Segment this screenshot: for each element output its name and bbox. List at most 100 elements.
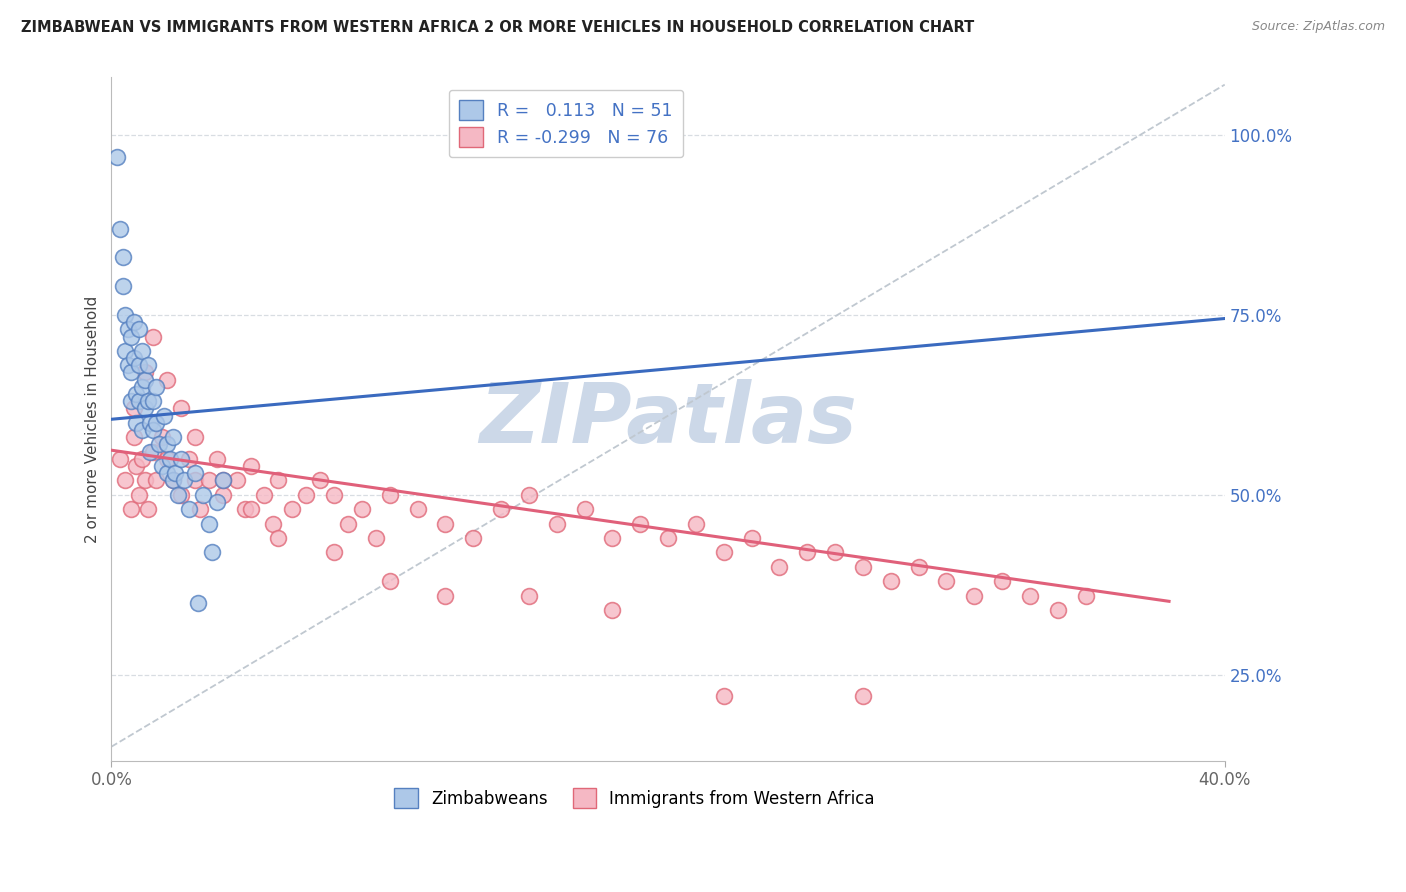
Point	[122, 430, 145, 444]
Point	[574, 502, 596, 516]
Point	[205, 451, 228, 466]
Point	[170, 488, 193, 502]
Point	[267, 531, 290, 545]
Point	[145, 474, 167, 488]
Text: ZIMBABWEAN VS IMMIGRANTS FROM WESTERN AFRICA 2 OR MORE VEHICLES IN HOUSEHOLD COR: ZIMBABWEAN VS IMMIGRANTS FROM WESTERN AF…	[21, 20, 974, 35]
Point	[156, 451, 179, 466]
Point	[162, 474, 184, 488]
Point	[173, 474, 195, 488]
Point	[105, 150, 128, 164]
Point	[134, 373, 156, 387]
Point	[295, 488, 318, 502]
Point	[546, 516, 568, 531]
Point	[517, 488, 540, 502]
Point	[852, 690, 875, 704]
Point	[148, 437, 170, 451]
Point	[128, 322, 150, 336]
Point	[991, 574, 1014, 589]
Point	[117, 322, 139, 336]
Point	[253, 488, 276, 502]
Point	[281, 502, 304, 516]
Point	[350, 502, 373, 516]
Point	[131, 343, 153, 358]
Point	[378, 574, 401, 589]
Point	[156, 437, 179, 451]
Point	[179, 451, 201, 466]
Point	[602, 531, 624, 545]
Point	[880, 574, 903, 589]
Point	[193, 488, 215, 502]
Point	[434, 516, 457, 531]
Point	[935, 574, 957, 589]
Point	[713, 545, 735, 559]
Point	[198, 516, 221, 531]
Point	[136, 359, 159, 373]
Y-axis label: 2 or more Vehicles in Household: 2 or more Vehicles in Household	[86, 295, 100, 543]
Point	[628, 516, 651, 531]
Point	[142, 394, 165, 409]
Point	[211, 474, 233, 488]
Point	[120, 366, 142, 380]
Point	[134, 366, 156, 380]
Point	[159, 451, 181, 466]
Point	[323, 545, 346, 559]
Point	[378, 488, 401, 502]
Point	[852, 559, 875, 574]
Point	[131, 423, 153, 437]
Point	[156, 373, 179, 387]
Point	[1018, 589, 1040, 603]
Point	[239, 502, 262, 516]
Point	[225, 474, 247, 488]
Point	[153, 409, 176, 423]
Point	[142, 444, 165, 458]
Point	[108, 451, 131, 466]
Point	[139, 444, 162, 458]
Legend: Zimbabweans, Immigrants from Western Africa: Zimbabweans, Immigrants from Western Afr…	[388, 781, 882, 814]
Point	[150, 458, 173, 473]
Point	[128, 488, 150, 502]
Point	[364, 531, 387, 545]
Point	[741, 531, 763, 545]
Point	[122, 401, 145, 416]
Point	[602, 603, 624, 617]
Point	[125, 416, 148, 430]
Point	[134, 401, 156, 416]
Point	[125, 458, 148, 473]
Point	[108, 221, 131, 235]
Point	[136, 394, 159, 409]
Point	[184, 430, 207, 444]
Point	[201, 545, 224, 559]
Point	[187, 596, 209, 610]
Point	[136, 502, 159, 516]
Point	[139, 416, 162, 430]
Point	[768, 559, 790, 574]
Point	[117, 359, 139, 373]
Point	[657, 531, 679, 545]
Point	[131, 451, 153, 466]
Point	[114, 474, 136, 488]
Point	[162, 430, 184, 444]
Point	[190, 502, 212, 516]
Point	[963, 589, 986, 603]
Point	[337, 516, 360, 531]
Point	[142, 329, 165, 343]
Point	[156, 467, 179, 481]
Point	[233, 502, 256, 516]
Point	[120, 394, 142, 409]
Point	[125, 387, 148, 401]
Point	[150, 430, 173, 444]
Point	[145, 416, 167, 430]
Point	[128, 359, 150, 373]
Point	[111, 251, 134, 265]
Point	[170, 401, 193, 416]
Point	[114, 343, 136, 358]
Point	[120, 502, 142, 516]
Point	[179, 502, 201, 516]
Point	[114, 308, 136, 322]
Point	[211, 474, 233, 488]
Point	[309, 474, 332, 488]
Point	[267, 474, 290, 488]
Point	[165, 467, 187, 481]
Point	[134, 474, 156, 488]
Point	[122, 315, 145, 329]
